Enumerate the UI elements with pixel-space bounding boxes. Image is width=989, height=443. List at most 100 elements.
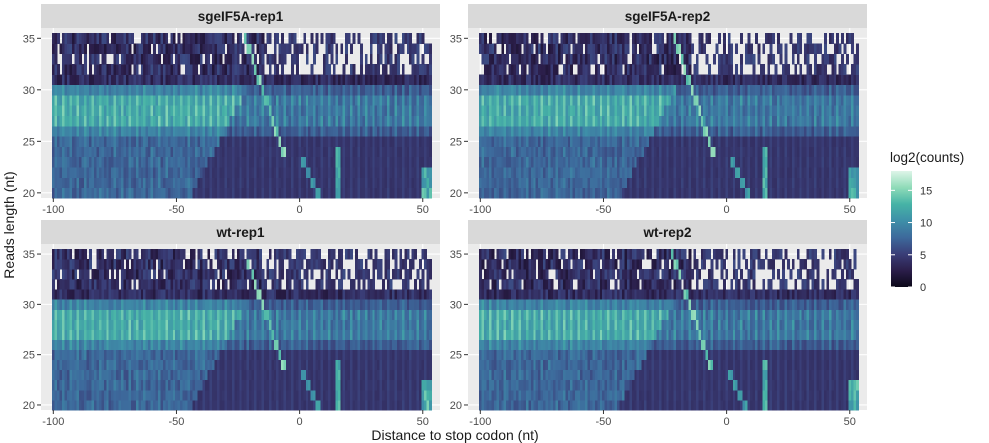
heatmap-cell — [651, 167, 655, 178]
heatmap-cell — [352, 115, 356, 127]
heatmap-cell — [555, 105, 559, 116]
heatmap-cell — [644, 94, 647, 106]
heatmap-cell — [59, 146, 63, 158]
heatmap-cell — [246, 187, 250, 199]
heatmap-cell — [224, 64, 228, 75]
heatmap-cell — [636, 33, 640, 44]
heatmap-cell — [850, 146, 854, 158]
heatmap-cell — [838, 177, 842, 189]
heatmap-cell — [340, 389, 344, 401]
heatmap-cell — [528, 64, 532, 75]
heatmap-cell — [54, 53, 58, 65]
heatmap-cell — [801, 146, 805, 158]
heatmap-cell — [717, 105, 721, 116]
heatmap-cell — [367, 399, 371, 411]
heatmap-cell — [533, 146, 537, 158]
heatmap-cell — [757, 53, 761, 65]
heatmap-cell — [217, 146, 220, 158]
heatmap-cell — [256, 105, 260, 116]
heatmap-cell — [584, 33, 588, 44]
heatmap-cell — [592, 53, 596, 65]
heatmap-cell — [671, 84, 675, 96]
heatmap-cell — [754, 177, 758, 189]
heatmap-cell — [587, 105, 591, 116]
heatmap-cell — [644, 146, 647, 158]
heatmap-cell — [754, 33, 758, 44]
heatmap-cell — [816, 105, 820, 116]
heatmap-cell — [779, 84, 783, 96]
heatmap-cell — [577, 115, 581, 127]
heatmap-cell — [61, 43, 65, 55]
heatmap-cell — [162, 74, 166, 86]
heatmap-cell — [416, 74, 420, 86]
heatmap-cell — [165, 94, 169, 106]
heatmap-cell — [678, 64, 682, 75]
heatmap-cell — [261, 74, 265, 86]
heatmap-cell — [332, 115, 336, 127]
heatmap-cell — [204, 115, 208, 127]
heatmap-cell — [359, 115, 363, 127]
heatmap-cell — [249, 167, 252, 178]
heatmap-cell — [125, 389, 129, 401]
heatmap-cell — [187, 33, 191, 44]
heatmap-cell — [683, 125, 687, 137]
heatmap-cell — [715, 74, 719, 86]
heatmap-cell — [695, 146, 699, 158]
heatmap-cell — [816, 167, 820, 178]
heatmap-cell — [155, 187, 159, 199]
heatmap-cell — [673, 136, 677, 147]
heatmap-cell — [64, 115, 68, 127]
heatmap-cell — [226, 156, 230, 168]
heatmap-cell — [57, 156, 60, 168]
heatmap-cell — [367, 94, 371, 106]
heatmap-cell — [254, 105, 257, 116]
heatmap-cell — [318, 115, 321, 127]
heatmap-cell — [140, 33, 144, 44]
heatmap-cell — [121, 177, 124, 189]
heatmap-cell — [752, 136, 756, 147]
heatmap-cell — [379, 167, 383, 178]
heatmap-cell — [148, 187, 151, 199]
heatmap-cell — [236, 389, 240, 401]
heatmap-cell — [530, 146, 534, 158]
heatmap-cell — [777, 146, 780, 158]
heatmap-cell — [121, 379, 124, 391]
heatmap-cell — [236, 115, 240, 127]
heatmap-cell — [59, 105, 63, 116]
heatmap-cell — [791, 53, 795, 65]
heatmap-cell — [846, 156, 849, 168]
heatmap-cell — [192, 146, 196, 158]
heatmap-cell — [406, 84, 410, 96]
heatmap-cell — [710, 125, 714, 137]
y-tick-label: 20 — [450, 188, 462, 200]
heatmap-cell — [617, 146, 620, 158]
heatmap-cell — [624, 156, 628, 168]
heatmap-cell — [562, 156, 566, 168]
heatmap-cell — [607, 33, 611, 44]
heatmap-cell — [140, 136, 144, 147]
heatmap-cell — [619, 125, 623, 137]
heatmap-cell — [661, 156, 665, 168]
heatmap-cell — [177, 389, 181, 401]
heatmap-cell — [345, 177, 349, 189]
heatmap-cell — [671, 43, 675, 55]
heatmap-cell — [394, 167, 398, 178]
heatmap-cell — [516, 156, 519, 168]
heatmap-cell — [752, 125, 756, 137]
heatmap-cell — [597, 43, 601, 55]
heatmap-cell — [355, 156, 358, 168]
heatmap-cell — [651, 187, 655, 199]
heatmap-cell — [597, 74, 601, 86]
heatmap-cell — [693, 94, 697, 106]
heatmap-cell — [199, 53, 203, 65]
heatmap-cell — [187, 53, 191, 65]
heatmap-cell — [552, 136, 556, 147]
heatmap-cell — [496, 94, 500, 106]
heatmap-cell — [722, 64, 726, 75]
heatmap-cell — [177, 84, 181, 96]
heatmap-cell — [355, 115, 358, 127]
heatmap-cell — [570, 94, 574, 106]
heatmap-cell — [256, 33, 260, 44]
heatmap-cell — [377, 64, 381, 75]
heatmap-cell — [116, 125, 119, 137]
